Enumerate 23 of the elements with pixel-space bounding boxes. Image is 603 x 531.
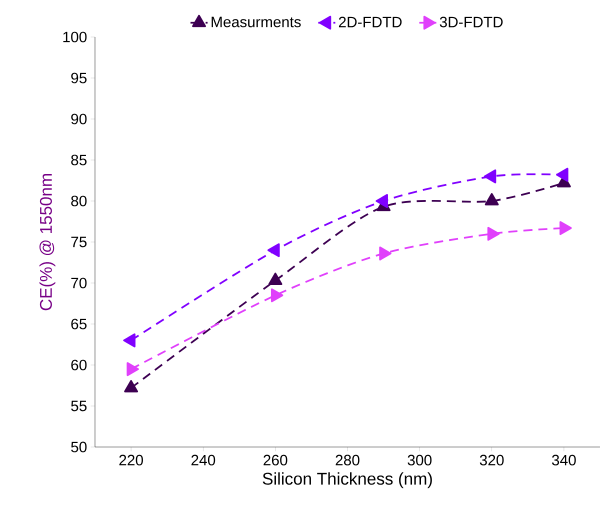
x-tick-label: 220 bbox=[119, 454, 143, 466]
y-axis-title: CE(%) @ 1550nm bbox=[39, 174, 56, 310]
x-axis-title: Silicon Thickness (nm) bbox=[262, 472, 432, 488]
y-tick-label: 95 bbox=[71, 72, 87, 84]
x-tick-label: 320 bbox=[480, 454, 504, 466]
legend-label: Measurments bbox=[212, 16, 301, 28]
x-tick-label: 340 bbox=[552, 454, 576, 466]
x-tick-label: 300 bbox=[408, 454, 432, 466]
y-tick-label: 90 bbox=[71, 114, 87, 124]
y-tick-label: 85 bbox=[71, 154, 87, 166]
y-tick-label: 65 bbox=[71, 318, 87, 330]
y-tick-label: 55 bbox=[71, 400, 87, 412]
y-tick-label: 60 bbox=[71, 360, 87, 370]
legend-label: 3D-FDTD bbox=[440, 16, 503, 28]
x-tick-label: 260 bbox=[264, 454, 288, 466]
x-tick-label: 240 bbox=[191, 454, 216, 466]
y-tick-label: 100 bbox=[63, 32, 87, 42]
y-tick-label: 50 bbox=[71, 442, 87, 452]
y-tick-label: 80 bbox=[71, 196, 87, 206]
legend-label: 2D-FDTD bbox=[338, 16, 402, 28]
x-tick-label: 280 bbox=[336, 454, 360, 466]
y-tick-label: 75 bbox=[71, 236, 87, 248]
y-tick-label: 70 bbox=[71, 278, 87, 288]
